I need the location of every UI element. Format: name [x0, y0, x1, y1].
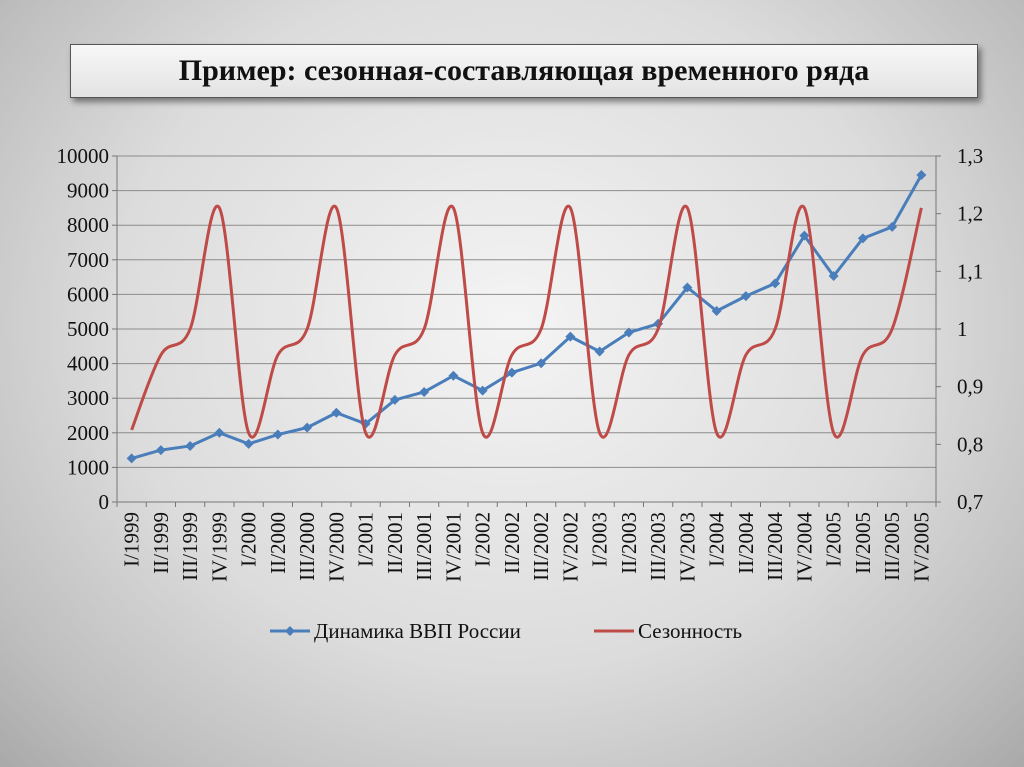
x-tick-label: I/2002	[471, 512, 495, 567]
chart-title: Пример: сезонная-составляющая временного…	[178, 54, 870, 87]
y-tick-label: 1000	[67, 455, 109, 479]
x-tick-label: II/2001	[383, 512, 407, 574]
data-point	[565, 331, 576, 342]
y2-axis-ticks: 0,7 0,8 0,9 1 1,1 1,2 1,3	[957, 144, 983, 514]
data-point	[594, 346, 605, 357]
data-point	[331, 407, 342, 418]
y-tick-label: 5000	[67, 317, 109, 341]
y2-tick-label: 0,7	[957, 490, 983, 514]
y2-tick-label: 1,3	[957, 144, 983, 168]
data-point	[419, 386, 430, 397]
data-point	[243, 438, 254, 449]
data-point	[536, 358, 547, 369]
data-point	[799, 230, 810, 241]
legend-label-0: Динамика ВВП России	[314, 619, 521, 643]
legend: Динамика ВВП России Сезонность	[270, 619, 742, 643]
x-tick-label: IV/2002	[558, 512, 582, 582]
x-tick-label: IV/1999	[207, 512, 231, 582]
x-tick-label: III/2003	[646, 512, 670, 581]
data-point	[448, 370, 459, 381]
y-tick-label: 10000	[57, 144, 110, 168]
data-point	[477, 385, 488, 396]
data-point	[389, 394, 400, 405]
data-point	[770, 278, 781, 289]
legend-marker	[285, 626, 295, 636]
series-line-1	[130, 204, 923, 439]
x-tick-label: III/2005	[880, 512, 904, 581]
data-point	[711, 306, 722, 317]
axes	[112, 155, 941, 507]
x-tick-label: I/2003	[588, 512, 612, 567]
x-tick-label: II/2005	[851, 512, 875, 574]
x-tick-label: IV/2005	[909, 512, 933, 582]
x-tick-label: II/2002	[500, 512, 524, 574]
data-point	[272, 429, 283, 440]
x-tick-label: I/2000	[237, 512, 261, 567]
y-tick-label: 8000	[67, 213, 109, 237]
data-point	[126, 453, 137, 464]
x-tick-label: II/2000	[266, 512, 290, 574]
data-point	[682, 282, 693, 293]
x-tick-label: III/2001	[412, 512, 436, 581]
y-tick-label: 4000	[67, 352, 109, 376]
series-line-0	[131, 174, 923, 460]
data-point	[828, 271, 839, 282]
y-tick-label: 6000	[67, 282, 109, 306]
x-tick-label: I/2001	[354, 512, 378, 567]
data-point	[185, 440, 196, 451]
series-group	[126, 170, 927, 464]
grid-lines	[117, 155, 936, 468]
x-tick-label: IV/2001	[441, 512, 465, 582]
data-point	[916, 170, 927, 181]
x-axis-ticks: I/1999 II/1999 III/1999 IV/1999 I/2000 II/200…	[120, 512, 934, 582]
data-point	[155, 445, 166, 456]
x-tick-label: III/2000	[295, 512, 319, 581]
title-box: Пример: сезонная-составляющая временного…	[70, 44, 978, 98]
x-tick-label: III/2004	[763, 512, 787, 581]
x-tick-label: I/2004	[705, 512, 729, 567]
y2-tick-label: 1,1	[957, 259, 983, 283]
y-tick-label: 9000	[67, 179, 109, 203]
data-point	[623, 327, 634, 338]
data-point	[857, 233, 868, 244]
x-tick-label: I/2005	[822, 512, 846, 567]
y2-tick-label: 1,2	[957, 202, 983, 226]
x-tick-label: II/1999	[149, 512, 173, 574]
y2-tick-label: 0,8	[957, 432, 983, 456]
x-tick-label: IV/2000	[324, 512, 348, 582]
y2-tick-label: 0,9	[957, 375, 983, 399]
data-point	[214, 427, 225, 438]
data-point	[740, 291, 751, 302]
x-tick-label: IV/2003	[675, 512, 699, 582]
x-tick-label: II/2004	[734, 512, 758, 574]
y-axis-ticks: 0 1000 2000 3000 4000 5000 6000 7000 8000 9000 100…	[57, 144, 110, 514]
x-tick-label: III/2002	[529, 512, 553, 581]
x-tick-label: III/1999	[178, 512, 202, 581]
y-tick-label: 0	[99, 490, 110, 514]
y-tick-label: 7000	[67, 248, 109, 272]
data-point	[506, 367, 517, 378]
data-point	[887, 221, 898, 232]
legend-label-1: Сезонность	[638, 619, 742, 643]
x-tick-label: II/2003	[617, 512, 641, 574]
x-tick-label: IV/2004	[792, 512, 816, 582]
y-tick-label: 3000	[67, 386, 109, 410]
y2-tick-label: 1	[957, 317, 968, 341]
y-tick-label: 2000	[67, 421, 109, 445]
data-point	[302, 422, 313, 433]
x-tick-label: I/1999	[120, 512, 144, 567]
